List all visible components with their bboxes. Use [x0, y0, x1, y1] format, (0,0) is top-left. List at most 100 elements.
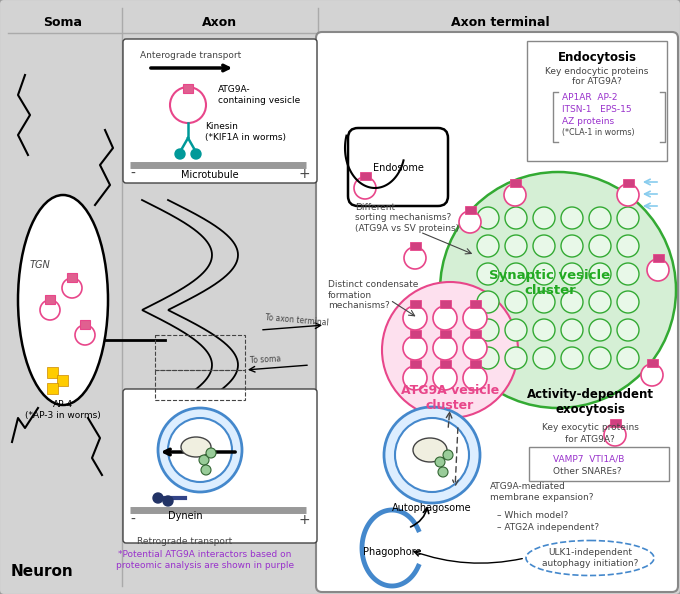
Text: Kinesin
(*KIF1A in worms): Kinesin (*KIF1A in worms): [205, 122, 286, 142]
Text: VAMP7  VTI1A/B: VAMP7 VTI1A/B: [553, 454, 624, 463]
Text: – Which model?: – Which model?: [497, 510, 568, 520]
Circle shape: [561, 319, 583, 341]
Circle shape: [604, 424, 626, 446]
Text: TGN: TGN: [30, 260, 50, 270]
Text: AZ proteins: AZ proteins: [562, 116, 614, 125]
Bar: [47, 383, 58, 394]
Circle shape: [589, 291, 611, 313]
Text: for ATG9A?: for ATG9A?: [565, 435, 615, 444]
Bar: [470, 360, 481, 368]
Circle shape: [199, 455, 209, 465]
Circle shape: [170, 87, 206, 123]
Circle shape: [505, 207, 527, 229]
Circle shape: [617, 347, 639, 369]
Text: Different
sorting mechanisms?
(ATG9A vs SV proteins): Different sorting mechanisms? (ATG9A vs …: [355, 203, 459, 233]
FancyBboxPatch shape: [529, 447, 669, 481]
Circle shape: [168, 418, 232, 482]
Circle shape: [477, 291, 499, 313]
FancyBboxPatch shape: [123, 389, 317, 543]
Text: Activity-dependent
exocytosis: Activity-dependent exocytosis: [526, 388, 653, 416]
Circle shape: [163, 496, 173, 506]
Circle shape: [533, 291, 555, 313]
Bar: [183, 84, 193, 93]
Text: Retrograde transport: Retrograde transport: [137, 538, 233, 546]
Circle shape: [433, 336, 457, 360]
Circle shape: [440, 172, 676, 408]
Circle shape: [504, 184, 526, 206]
Text: AP-4
(*AP-3 in worms): AP-4 (*AP-3 in worms): [25, 400, 101, 420]
Bar: [410, 360, 421, 368]
Text: ATG9A vesicle
cluster: ATG9A vesicle cluster: [401, 384, 499, 412]
Circle shape: [589, 207, 611, 229]
Text: Key exocytic proteins: Key exocytic proteins: [541, 424, 639, 432]
Circle shape: [617, 291, 639, 313]
Ellipse shape: [413, 438, 447, 462]
Text: ATG9A-mediated
membrane expansion?: ATG9A-mediated membrane expansion?: [490, 482, 594, 502]
Ellipse shape: [526, 541, 654, 576]
Circle shape: [477, 319, 499, 341]
FancyBboxPatch shape: [123, 39, 317, 183]
Bar: [470, 330, 481, 338]
Circle shape: [505, 291, 527, 313]
Circle shape: [533, 319, 555, 341]
Circle shape: [75, 325, 95, 345]
Bar: [47, 367, 58, 378]
Bar: [57, 375, 68, 386]
Circle shape: [505, 263, 527, 285]
Text: Anterograde transport: Anterograde transport: [140, 50, 241, 59]
Text: -: -: [130, 167, 135, 181]
Circle shape: [191, 149, 201, 159]
Bar: [410, 242, 421, 250]
Circle shape: [153, 493, 163, 503]
Circle shape: [505, 235, 527, 257]
Text: Microtubule: Microtubule: [181, 170, 239, 180]
Bar: [80, 320, 90, 329]
Bar: [465, 206, 476, 214]
Circle shape: [477, 263, 499, 285]
Circle shape: [617, 263, 639, 285]
Bar: [647, 359, 658, 367]
Circle shape: [647, 259, 669, 281]
Circle shape: [533, 235, 555, 257]
Circle shape: [589, 235, 611, 257]
Bar: [360, 172, 371, 180]
Circle shape: [477, 347, 499, 369]
Bar: [440, 360, 451, 368]
Ellipse shape: [181, 437, 211, 457]
Circle shape: [617, 235, 639, 257]
Circle shape: [395, 418, 469, 492]
Circle shape: [463, 336, 487, 360]
Ellipse shape: [18, 195, 108, 405]
Circle shape: [463, 306, 487, 330]
Circle shape: [533, 347, 555, 369]
Circle shape: [589, 347, 611, 369]
Circle shape: [175, 149, 185, 159]
Bar: [623, 179, 634, 187]
Circle shape: [641, 364, 663, 386]
Circle shape: [463, 366, 487, 390]
Text: ITSN-1   EPS-15: ITSN-1 EPS-15: [562, 105, 632, 113]
Text: +: +: [298, 167, 309, 181]
Circle shape: [505, 319, 527, 341]
FancyBboxPatch shape: [527, 41, 667, 161]
FancyBboxPatch shape: [348, 128, 448, 206]
Circle shape: [354, 177, 376, 199]
Circle shape: [438, 467, 448, 477]
Circle shape: [561, 347, 583, 369]
Circle shape: [40, 300, 60, 320]
Bar: [440, 330, 451, 338]
Bar: [470, 300, 481, 308]
Text: ULK1-independent
autophagy initiation?: ULK1-independent autophagy initiation?: [542, 548, 639, 568]
Text: Other SNAREs?: Other SNAREs?: [553, 467, 622, 476]
Text: Distinct condensate
formation
mechanisms?: Distinct condensate formation mechanisms…: [328, 280, 418, 310]
Bar: [510, 179, 521, 187]
Text: +: +: [298, 513, 309, 527]
Bar: [410, 300, 421, 308]
Circle shape: [561, 207, 583, 229]
Text: Endosome: Endosome: [373, 163, 424, 173]
Circle shape: [561, 291, 583, 313]
Text: Soma: Soma: [44, 15, 82, 29]
Circle shape: [433, 306, 457, 330]
Circle shape: [589, 319, 611, 341]
FancyBboxPatch shape: [316, 32, 678, 592]
